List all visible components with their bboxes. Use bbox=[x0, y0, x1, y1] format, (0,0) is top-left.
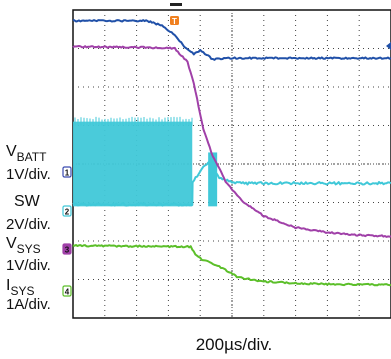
channel-sw-scale: 2V/div. bbox=[6, 216, 51, 233]
channel-i-sys-scale: 1A/div. bbox=[6, 296, 51, 313]
sw-switching-band bbox=[73, 122, 192, 207]
channel-v-sys-name: VSYS bbox=[6, 235, 41, 256]
channel-labels: VBATT1V/div. 1SW2V/div.2VSYS1V/div.3ISYS1… bbox=[6, 143, 71, 313]
x-axis-label: 200µs/div. bbox=[196, 335, 273, 354]
channel-v-sys-scale: 1V/div. bbox=[6, 257, 51, 274]
channel-v-batt-name: VBATT bbox=[6, 143, 47, 164]
channel-v-sys-marker-label: 3 bbox=[65, 246, 70, 255]
trigger-marker-label: T bbox=[172, 17, 177, 26]
channel-i-sys-marker-label: 4 bbox=[65, 288, 70, 297]
trigger-marker-bar bbox=[170, 3, 182, 6]
channel-i-sys-name: ISYS bbox=[6, 277, 34, 298]
channel-v-batt-marker-label: 1 bbox=[65, 169, 70, 178]
channel-sw-name: SW bbox=[14, 193, 41, 210]
channel-sw-marker-label: 2 bbox=[65, 208, 70, 217]
channel-v-batt-scale: 1V/div. bbox=[6, 166, 51, 183]
